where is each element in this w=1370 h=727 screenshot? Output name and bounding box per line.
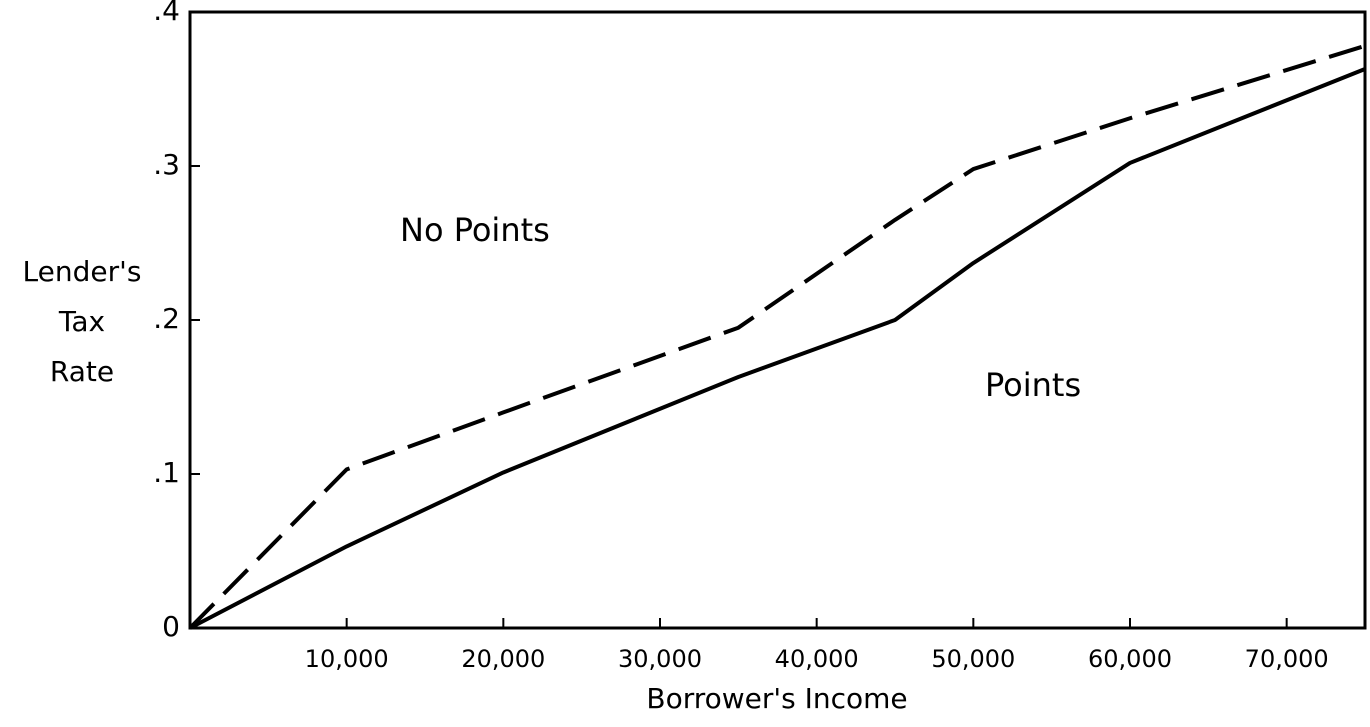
x-axis-label: Borrower's Income (646, 682, 907, 715)
x-tick-label: 30,000 (618, 645, 702, 673)
y-tick-label: .4 (153, 0, 180, 27)
line-series (188, 43, 1366, 630)
annotation: Points (985, 366, 1081, 404)
x-tick-label: 40,000 (775, 645, 859, 673)
y-axis-label: Tax (58, 305, 105, 338)
y-tick-label: .1 (153, 456, 180, 489)
line-series (189, 67, 1366, 630)
x-tick-label: 70,000 (1245, 645, 1329, 673)
x-tick-label: 20,000 (461, 645, 545, 673)
y-tick-label: 0 (162, 610, 180, 643)
y-tick-label: .2 (153, 302, 180, 335)
annotation: No Points (400, 211, 550, 249)
y-tick-label: .3 (153, 148, 180, 181)
y-axis-label: Lender's (23, 255, 142, 288)
x-tick-label: 50,000 (931, 645, 1015, 673)
x-tick-label: 60,000 (1088, 645, 1172, 673)
y-axis-label: Rate (50, 355, 114, 388)
x-tick-label: 10,000 (305, 645, 389, 673)
